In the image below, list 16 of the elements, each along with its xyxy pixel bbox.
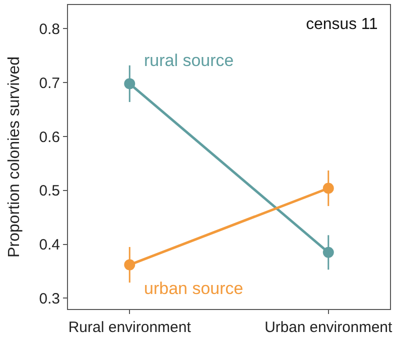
legend-label: urban source [144,279,244,298]
point [124,78,136,90]
y-tick-label: 0.7 [39,74,60,92]
point [124,259,136,270]
y-tick-label: 0.6 [39,128,60,146]
x-tick-label: Urban environment [264,319,393,336]
y-tick-label: 0.3 [39,290,60,308]
y-tick-label: 0.5 [39,182,60,200]
x-tick-label: Rural environment [68,319,192,336]
point [322,182,334,194]
y-axis-title: Proportion colonies survived [6,56,24,258]
y-tick-label: 0.4 [39,236,60,254]
y-tick-label: 0.8 [39,20,60,38]
legend-label: rural source [144,51,234,70]
annotation: census 11 [306,16,378,33]
point [322,246,334,258]
